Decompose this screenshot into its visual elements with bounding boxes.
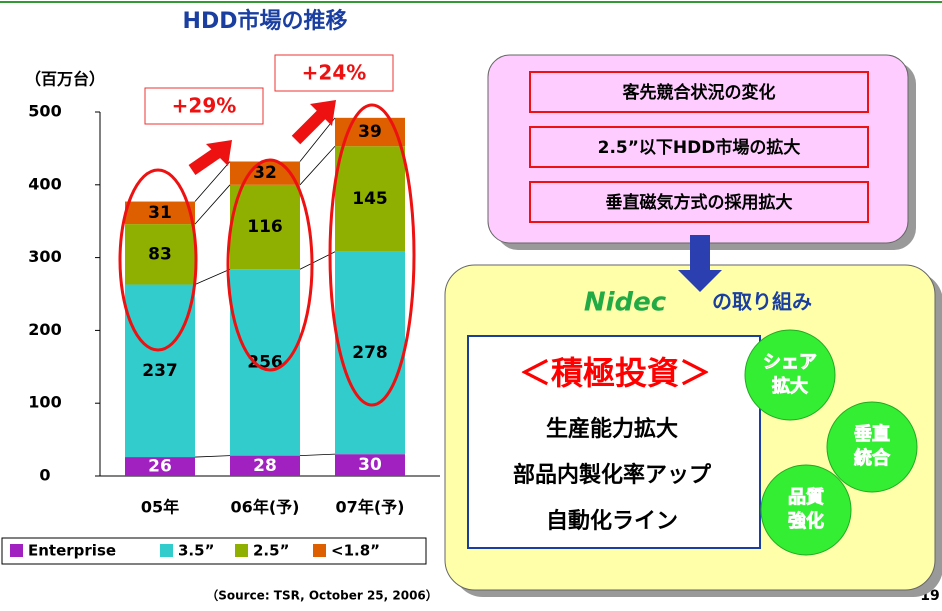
- badge: [826, 401, 918, 493]
- data-label: 237: [142, 361, 178, 381]
- highlight-ellipse: [328, 103, 416, 407]
- bar-segment: [335, 146, 405, 252]
- data-label: 278: [352, 343, 388, 363]
- bar-segment: [230, 184, 300, 270]
- data-label: 39: [358, 122, 382, 142]
- bar-segment: [335, 251, 405, 455]
- chart: 0 100 200 300 400 500 05年 26 237 83 31 06年(予) 28 256 1…: [1, 54, 440, 565]
- factor-box: [529, 126, 869, 168]
- x-tick-label: 05年: [141, 498, 179, 517]
- y-tick-label: 200: [28, 320, 61, 339]
- bar-segment: [230, 269, 300, 456]
- investment-title: ＜積極投資＞: [519, 354, 711, 392]
- data-label: 256: [247, 352, 283, 372]
- badge-text: 拡大: [772, 375, 808, 397]
- data-label: 30: [358, 455, 382, 475]
- chart-title: HDD市場の推移: [183, 8, 348, 34]
- factor-box: [529, 71, 869, 113]
- factor-box: [529, 181, 869, 223]
- legend-label: <1.8”: [331, 542, 380, 560]
- bar-segment: [125, 224, 195, 285]
- data-label: 32: [253, 163, 277, 183]
- growth-box: [274, 54, 394, 92]
- factor-text: 垂直磁気方式の採用拡大: [606, 192, 793, 213]
- legend-swatch: [313, 544, 326, 557]
- connector-line: [299, 145, 336, 186]
- data-label: 26: [148, 457, 172, 477]
- down-arrow: [678, 235, 722, 292]
- growth-arrowhead: [206, 140, 232, 166]
- y-tick-label: 100: [28, 393, 61, 412]
- nidec-logo: Nidec: [584, 288, 667, 318]
- source: （Source: TSR, October 25, 2006）: [206, 588, 438, 603]
- y-tick-label: 300: [28, 247, 61, 266]
- legend-swatch: [235, 544, 248, 557]
- bar-segment: [125, 201, 195, 225]
- growth-arrowhead: [310, 100, 336, 126]
- badge-text: 品質: [788, 486, 824, 508]
- badge-text: 強化: [788, 510, 824, 532]
- bar-segment: [125, 457, 195, 476]
- y-tick-label: 500: [28, 102, 61, 121]
- data-label: 116: [247, 217, 283, 237]
- data-label: 28: [253, 456, 277, 476]
- data-label: 83: [148, 244, 172, 264]
- item-text: 部品内製化率アップ: [513, 462, 712, 488]
- connector-line: [194, 455, 231, 458]
- y-axis-label: （百万台）: [25, 70, 105, 89]
- connector-line: [299, 453, 336, 457]
- x-tick-label: 06年(予): [231, 498, 300, 517]
- bar-segment: [230, 455, 300, 476]
- legend-swatch: [10, 544, 23, 557]
- bar-segment: [335, 454, 405, 476]
- legend-label: 2.5”: [253, 542, 289, 560]
- data-label: 145: [352, 189, 388, 209]
- factor-text: 2.5”以下HDD市場の拡大: [598, 137, 801, 158]
- growth-box: [144, 87, 264, 125]
- growth-label: +29%: [172, 94, 237, 118]
- factor-text: 客先競合状況の変化: [622, 82, 776, 103]
- highlight-ellipse: [118, 168, 198, 352]
- growth-label: +24%: [302, 61, 367, 85]
- badge-text: 統合: [854, 447, 891, 469]
- connector-line: [194, 184, 231, 225]
- legend-box: [1, 537, 427, 565]
- badge-text: シェア: [763, 352, 817, 373]
- item-text: 自動化ライン: [546, 508, 678, 534]
- bar-segment: [125, 284, 195, 458]
- y-tick-label: 0: [39, 466, 50, 485]
- x-tick-label: 07年(予): [336, 498, 405, 517]
- badge-text: 垂直: [854, 423, 890, 445]
- y-tick-label: 400: [28, 174, 61, 193]
- legend-swatch: [160, 544, 173, 557]
- badge: [760, 464, 852, 556]
- badge: [744, 329, 836, 421]
- highlight-ellipse: [226, 158, 314, 372]
- item-text: 生産能力拡大: [546, 416, 678, 442]
- connector-line: [299, 117, 336, 162]
- investment-box: [467, 335, 761, 549]
- legend-label: 3.5”: [178, 542, 214, 560]
- data-label: 31: [148, 203, 172, 223]
- connector-line: [194, 268, 231, 285]
- nidec-heading: の取り組み: [712, 290, 812, 314]
- legend-label: Enterprise: [28, 542, 116, 560]
- connector-line: [194, 161, 231, 202]
